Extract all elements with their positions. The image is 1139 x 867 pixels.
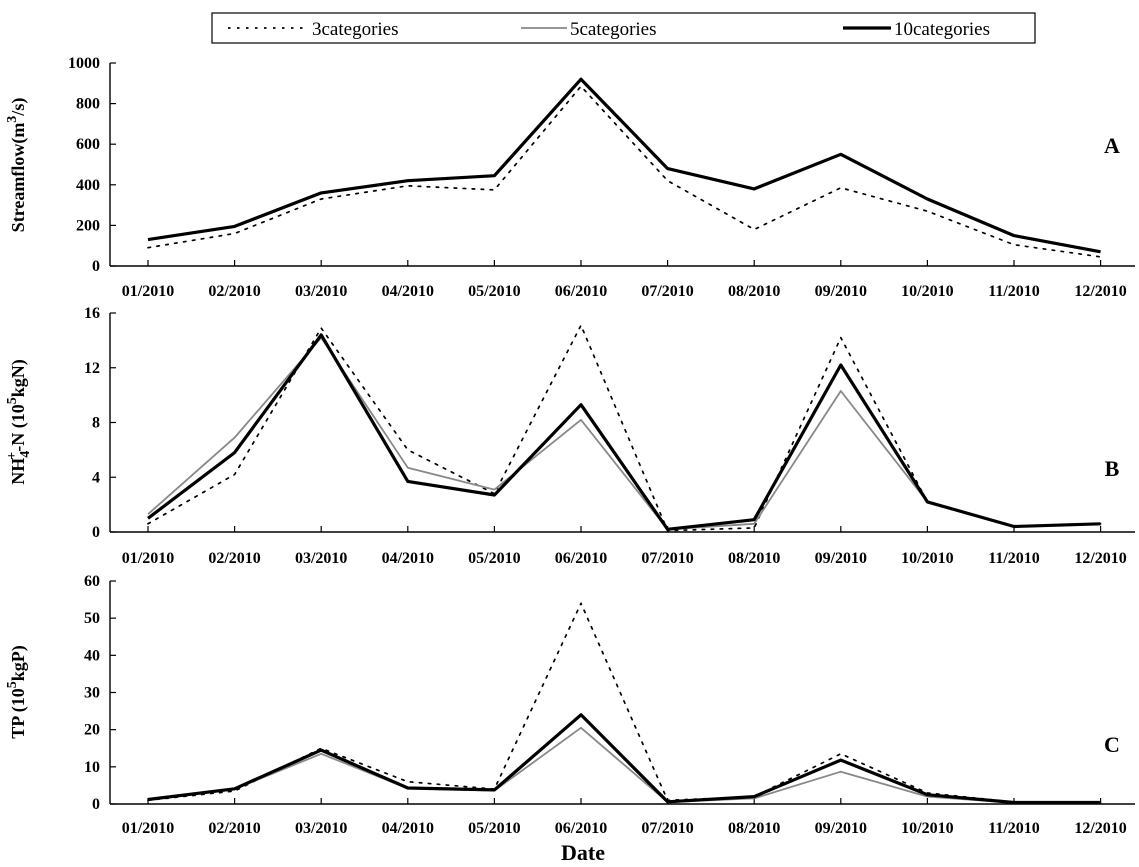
y-tick-label: 4 xyxy=(92,469,100,486)
x-tick-label: 06/2010 xyxy=(555,820,607,837)
y-axis-title-part: 4 xyxy=(18,451,33,458)
x-tick-label: 02/2010 xyxy=(208,283,260,300)
x-tick-label: 12/2010 xyxy=(1074,283,1126,300)
panel-C: 0 10 20 30 40 50 60 01/2010 02/2010 03/2010 04/201… xyxy=(5,573,1135,837)
x-tick-label: 07/2010 xyxy=(641,820,693,837)
x-tick-label: 04/2010 xyxy=(382,820,434,837)
y-tick-label: 20 xyxy=(84,722,100,739)
series-line-3categories xyxy=(147,324,1102,532)
y-axis-title: TP (105kgP) xyxy=(5,645,29,739)
series-line-10categories xyxy=(147,713,1101,805)
x-tick-label: 11/2010 xyxy=(988,820,1040,837)
x-tick-label: 09/2010 xyxy=(815,820,867,837)
x-tick-label: 06/2010 xyxy=(555,283,607,300)
y-tick-label: 30 xyxy=(84,685,100,702)
x-tick-label: 03/2010 xyxy=(295,820,347,837)
y-axis-title-part: NH xyxy=(8,458,28,485)
series-line-5categories xyxy=(147,78,1101,253)
legend-box xyxy=(211,12,1036,44)
series-line-10categories xyxy=(147,333,1101,531)
x-tick-label: 03/2010 xyxy=(295,550,347,567)
panel-B: 0 4 8 12 16 01/2010 02/2010 03/2010 04/2010 05/20… xyxy=(5,305,1135,567)
legend-label-3categories: 3categories xyxy=(312,19,399,40)
y-tick-label: 16 xyxy=(84,305,100,322)
panel-label: B xyxy=(1105,456,1120,481)
y-axis-title-part: /s) xyxy=(8,98,29,117)
x-tick-label: 12/2010 xyxy=(1074,550,1126,567)
y-tick-label: 12 xyxy=(84,360,100,377)
x-tick-label: 03/2010 xyxy=(295,283,347,300)
x-tick-label: 08/2010 xyxy=(728,820,780,837)
x-tick-label: 11/2010 xyxy=(988,283,1040,300)
y-tick-label: 8 xyxy=(92,415,100,432)
x-tick-label: 04/2010 xyxy=(382,283,434,300)
x-tick-label: 08/2010 xyxy=(728,283,780,300)
x-tick-label: 02/2010 xyxy=(208,550,260,567)
y-axis-title: Streamflow(m3/s) xyxy=(5,98,29,233)
x-axis-title: Date xyxy=(561,840,605,865)
x-tick-label: 05/2010 xyxy=(468,820,520,837)
panel-A: 0 200 400 600 800 1000 01/2010 02/2010 03/2010 04… xyxy=(5,55,1135,300)
y-tick-label: 0 xyxy=(92,258,100,275)
x-tick-label: 02/2010 xyxy=(208,820,260,837)
panel-label: A xyxy=(1104,133,1120,158)
y-tick-label: 200 xyxy=(76,217,100,234)
panel-label: C xyxy=(1104,732,1120,757)
series-line-3categories xyxy=(147,602,1102,803)
x-tick-label: 07/2010 xyxy=(641,283,693,300)
x-tick-label: 10/2010 xyxy=(901,550,953,567)
series-line-10categories xyxy=(147,77,1101,254)
y-axis-title-part: -N (10 xyxy=(8,404,29,452)
x-tick-label: 06/2010 xyxy=(555,550,607,567)
x-tick-label: 05/2010 xyxy=(468,283,520,300)
x-tick-label: 12/2010 xyxy=(1074,820,1126,837)
y-axis-title-part: Streamflow(m xyxy=(8,123,29,233)
x-tick-label: 01/2010 xyxy=(122,550,174,567)
x-tick-label: 09/2010 xyxy=(815,550,867,567)
y-axis-title-part: 3 xyxy=(5,116,20,123)
series-line-5categories xyxy=(147,336,1101,531)
series-line-5categories xyxy=(147,726,1101,804)
legend-label-5categories: 5categories xyxy=(570,19,657,40)
y-axis-title-part: + xyxy=(5,452,20,460)
series-line-3categories xyxy=(147,85,1102,258)
x-tick-label: 10/2010 xyxy=(901,283,953,300)
y-tick-label: 60 xyxy=(84,573,100,590)
x-tick-label: 11/2010 xyxy=(988,550,1040,567)
y-tick-label: 600 xyxy=(76,136,100,153)
x-tick-label: 08/2010 xyxy=(728,550,780,567)
y-tick-label: 1000 xyxy=(68,55,100,72)
y-tick-label: 40 xyxy=(84,647,100,664)
x-tick-label: 01/2010 xyxy=(122,283,174,300)
y-axis-title-part: 5 xyxy=(5,681,20,688)
x-tick-label: 01/2010 xyxy=(122,820,174,837)
y-tick-label: 10 xyxy=(84,759,100,776)
y-axis-title-part: kgP) xyxy=(8,645,29,681)
y-tick-label: 800 xyxy=(76,96,100,113)
legend-label-10categories: 10categories xyxy=(894,19,990,40)
y-tick-label: 400 xyxy=(76,177,100,194)
x-tick-label: 07/2010 xyxy=(641,550,693,567)
y-tick-label: 0 xyxy=(92,796,100,813)
x-tick-label: 09/2010 xyxy=(815,283,867,300)
y-tick-label: 0 xyxy=(92,524,100,541)
y-axis-title-part: kgN) xyxy=(8,359,29,397)
x-tick-label: 05/2010 xyxy=(468,550,520,567)
y-axis-title-part: TP (10 xyxy=(8,688,29,739)
x-tick-label: 04/2010 xyxy=(382,550,434,567)
legend: 3categories 5categories 10categories xyxy=(211,12,1036,44)
y-axis-title-part: 5 xyxy=(5,397,20,404)
y-axis-title: NH4+-N (105kgN) xyxy=(5,359,33,485)
y-tick-label: 50 xyxy=(84,610,100,627)
x-tick-label: 10/2010 xyxy=(901,820,953,837)
